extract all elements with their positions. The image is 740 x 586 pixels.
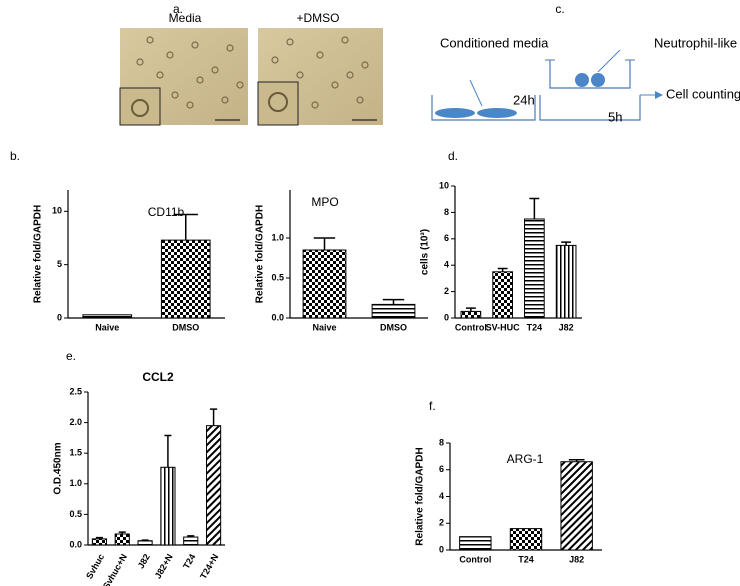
chart-title: CD11b: [148, 205, 185, 219]
error-bar: [382, 298, 405, 305]
y-tick-label: 8: [439, 437, 444, 447]
y-tick-label: 5: [57, 259, 62, 269]
panel-label: c.: [555, 2, 564, 16]
y-tick-label: 0.0: [69, 539, 82, 549]
y-tick-label: 8: [444, 207, 449, 217]
bar: [160, 466, 176, 546]
bar: [371, 303, 416, 319]
error-bar: [118, 531, 126, 534]
chart-title: ARG-1: [507, 452, 544, 466]
chart-title: MPO: [311, 195, 338, 209]
error-bar: [141, 539, 149, 541]
y-tick-label: 2: [444, 286, 449, 296]
error-bar: [187, 535, 195, 538]
x-tick-label: T24: [181, 552, 197, 570]
panel-label: b.: [10, 149, 20, 163]
y-axis-label: O.D.450nm: [53, 442, 64, 494]
micrograph: [119, 28, 248, 126]
y-axis-label: cells (10³): [420, 229, 431, 275]
y-tick-label: 0: [439, 544, 444, 554]
y-axis-label: Relative fold/GAPDH: [415, 447, 426, 545]
bar: [183, 536, 199, 546]
diagram-label: Cell counting: [666, 86, 740, 101]
x-tick-label: J82: [569, 554, 584, 564]
error-bar: [465, 307, 476, 312]
x-tick-label: Svhuc: [84, 552, 106, 580]
chart-title: CCL2: [142, 370, 174, 384]
x-tick-label: Naive: [312, 322, 336, 332]
bar: [492, 271, 513, 319]
bar: [460, 310, 482, 319]
error-bar: [164, 434, 172, 468]
y-tick-label: 4: [444, 260, 449, 270]
y-tick-label: 10: [439, 180, 449, 190]
x-tick-label: J82: [136, 552, 152, 570]
y-tick-label: 1.5: [69, 448, 82, 458]
bar: [302, 249, 347, 319]
bar: [509, 528, 543, 551]
y-tick-label: 6: [439, 464, 444, 474]
panel-label: f.: [429, 399, 436, 413]
x-tick-label: Control: [459, 554, 491, 564]
y-tick-label: 0: [444, 312, 449, 322]
error-bar: [561, 241, 572, 246]
y-axis-label: Relative fold/GAPDH: [33, 205, 44, 303]
y-tick-label: 0.0: [271, 312, 284, 322]
error-bar: [568, 458, 585, 462]
x-tick-label: Control: [455, 322, 487, 332]
error-bar: [313, 237, 336, 250]
y-tick-label: 6: [444, 233, 449, 243]
y-tick-label: 10: [52, 206, 62, 216]
micrograph: [257, 28, 383, 126]
y-tick-label: 0.5: [69, 509, 82, 519]
panel-label: a.: [173, 2, 183, 16]
y-tick-label: 2.0: [69, 417, 82, 427]
diagram: Conditioned media Conditioned media Neut…: [431, 35, 740, 124]
diagram-label: Neutrophil-like: [654, 35, 737, 50]
error-bar: [529, 197, 540, 219]
image-caption: Media: [169, 11, 202, 25]
y-tick-label: 0: [57, 312, 62, 322]
image-caption: +DMSO: [296, 11, 339, 25]
panel-label: d.: [448, 149, 458, 163]
x-tick-label: J82+N: [153, 552, 175, 580]
bar: [137, 540, 153, 546]
y-tick-label: 2.5: [69, 386, 82, 396]
x-tick-label: J82: [559, 322, 574, 332]
y-tick-label: 0.5: [271, 272, 284, 282]
bar: [459, 536, 492, 551]
bar: [555, 244, 577, 319]
bar: [524, 218, 545, 319]
bar: [91, 538, 107, 546]
y-axis-label: Relative fold/GAPDH: [255, 205, 266, 303]
x-tick-label: Naive: [95, 322, 119, 332]
bar: [114, 533, 130, 546]
bar: [560, 461, 593, 551]
x-tick-label: T24: [518, 554, 534, 564]
diagram-label: 24h: [513, 92, 535, 107]
x-tick-label: SV-HUC: [486, 322, 521, 332]
diagram-label: 5h: [608, 109, 622, 124]
y-tick-label: 2: [439, 518, 444, 528]
error-bar: [210, 408, 218, 426]
bar: [160, 239, 211, 319]
diagram-label: Conditioned media: [440, 35, 549, 50]
error-bar: [497, 267, 508, 272]
y-tick-label: 1.0: [69, 478, 82, 488]
y-tick-label: 4: [439, 491, 444, 501]
bar: [82, 314, 133, 319]
bar: [206, 425, 222, 546]
x-tick-label: DMSO: [380, 322, 407, 332]
x-tick-label: T24: [527, 322, 543, 332]
y-tick-label: 1.0: [271, 232, 284, 242]
panel-label: e.: [66, 349, 76, 363]
x-tick-label: DMSO: [172, 322, 199, 332]
error-bar: [95, 536, 103, 539]
x-tick-label: T24+N: [198, 552, 220, 581]
error-bar: [173, 213, 198, 241]
